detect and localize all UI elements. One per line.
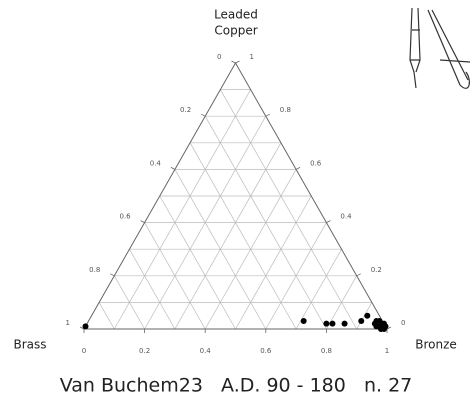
bottom-tick-label: 1	[385, 347, 389, 355]
grid-line	[220, 90, 356, 329]
tick-mark	[236, 61, 240, 63]
grid-line	[175, 143, 281, 329]
grid-line	[296, 249, 341, 329]
left-tick-label: 0.2	[180, 106, 191, 114]
right-tick-label: 0.2	[371, 266, 382, 274]
right-tick-label: 0.8	[280, 106, 291, 114]
data-point	[301, 318, 307, 324]
right-label: Bronze	[415, 338, 457, 352]
left-tick-label: 0.8	[89, 266, 100, 274]
grid-line	[236, 196, 312, 329]
right-tick-label: 0.4	[340, 213, 352, 221]
bottom-tick-label: 0.4	[200, 347, 212, 355]
data-point	[358, 318, 364, 324]
tick-mark	[171, 167, 175, 169]
grid-line	[160, 196, 236, 329]
tick-mark	[326, 221, 330, 223]
tick-mark	[357, 274, 361, 276]
top-label: Copper	[214, 24, 257, 38]
left-tick-label: 0	[217, 53, 221, 61]
data-point	[342, 321, 348, 327]
tick-mark	[266, 114, 270, 116]
bottom-tick-label: 0.2	[139, 347, 150, 355]
grid-line	[129, 249, 174, 329]
bottom-tick-label: 0.8	[321, 347, 332, 355]
right-tick-label: 0	[401, 319, 405, 327]
data-point	[323, 321, 329, 327]
bottom-tick-label: 0.6	[260, 347, 272, 355]
grid-line	[114, 90, 250, 329]
data-point	[329, 321, 335, 327]
grid-line	[99, 302, 114, 329]
bottom-tick-label: 0	[82, 347, 86, 355]
data-point	[83, 323, 89, 329]
tick-mark	[141, 221, 145, 223]
caption: Van Buchem23 A.D. 90 - 180 n. 27	[60, 375, 413, 397]
tick-mark	[110, 274, 114, 276]
data-point	[376, 323, 382, 329]
chart: Leaded Copper Brass Bronze Van Buchem23 …	[0, 0, 471, 410]
tick-mark	[201, 114, 205, 116]
right-tick-label: 1	[250, 53, 254, 61]
data-point	[364, 313, 370, 319]
data-point	[373, 318, 379, 324]
tick-mark	[232, 61, 236, 63]
top-label: Leaded	[214, 8, 258, 22]
left-tick-label: 0.6	[119, 213, 131, 221]
left-label: Brass	[13, 338, 46, 352]
tick-mark	[296, 167, 300, 169]
grid-line	[190, 143, 296, 329]
left-tick-label: 0.4	[150, 159, 162, 167]
left-tick-label: 1	[66, 319, 70, 327]
fibula-icon	[410, 8, 470, 88]
right-tick-label: 0.6	[310, 159, 322, 167]
